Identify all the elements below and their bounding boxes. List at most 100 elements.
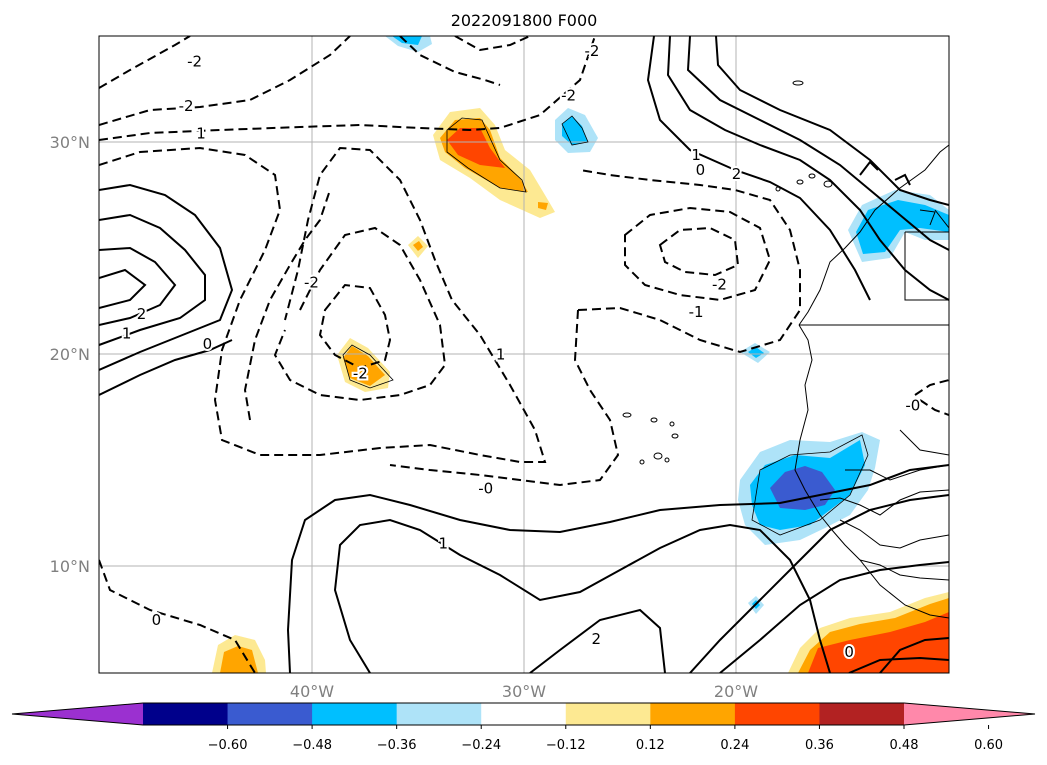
contour-line: [454, 36, 531, 52]
contour-line: [894, 173, 911, 186]
contour-label: -0: [478, 479, 493, 497]
shaded-field: [212, 36, 949, 673]
contour-label: 1: [496, 346, 506, 364]
island: [650, 417, 658, 423]
coastline-africa-north: [798, 144, 949, 326]
island: [796, 179, 804, 185]
contour-line: [389, 309, 620, 487]
colorbar-segment: [819, 703, 905, 725]
contour-line: [879, 637, 949, 673]
contour-label: -2: [304, 273, 319, 291]
contour-label: 0: [152, 611, 162, 629]
contour-label: -2: [187, 52, 202, 70]
colorbar-segment: [312, 703, 398, 725]
contour-line: [99, 183, 234, 371]
colorbar-outline: [11, 702, 1036, 726]
island: [671, 433, 679, 439]
contour-label: -2: [585, 42, 600, 60]
positive-anomaly-core: [447, 128, 505, 168]
contour-line: [99, 36, 596, 141]
island: [823, 180, 833, 188]
outline: [342, 344, 394, 389]
colorbar-tick-label: 0.36: [805, 738, 834, 753]
colorbar-tick-label: −0.36: [377, 738, 417, 753]
lat-tick-labels: 30°N 20°N 10°N: [50, 133, 90, 576]
colorbar-tick-label: −0.24: [461, 738, 501, 753]
contour-label: -0: [905, 396, 920, 414]
contour-line: [624, 206, 772, 302]
contour-line: [318, 283, 392, 370]
contour-line: [686, 36, 949, 251]
contour-line: [689, 494, 949, 673]
grid-lines: [99, 36, 949, 673]
contour-label: -2: [712, 275, 727, 293]
outline: [446, 117, 527, 193]
colorbar-tick-label: −0.60: [208, 738, 248, 753]
colorbar-tick-label: −0.48: [292, 738, 332, 753]
solid-contours: [99, 36, 949, 673]
negative-anomaly-mid: [748, 347, 764, 358]
lon-tick-labels: 40°W 30°W 20°W: [290, 682, 758, 701]
contour-line: [273, 226, 447, 402]
contour-line: [859, 160, 879, 176]
contour-line: [99, 36, 351, 126]
lat-tick-label: 10°N: [50, 557, 90, 576]
contour-line: [99, 146, 547, 463]
contour-label: 2: [591, 630, 601, 648]
lat-tick-label: 30°N: [50, 133, 90, 152]
contour-label: 2: [137, 305, 147, 323]
contour-line: [914, 379, 949, 396]
negative-anomaly-core: [770, 466, 835, 510]
colorbar-tick-label: −0.12: [546, 738, 586, 753]
contour-label: 2: [732, 165, 742, 183]
colorbar-tick-label: 0.12: [636, 738, 665, 753]
contour-label: 1: [196, 125, 206, 143]
contour-label: -1: [689, 303, 704, 321]
contour-label: 0: [696, 161, 706, 179]
contour-line: [658, 226, 740, 277]
contour-line: [286, 464, 949, 673]
outline: [751, 434, 869, 536]
colorbar-tick-label: 0.48: [890, 738, 919, 753]
contour-line: [333, 518, 831, 673]
contour-label: -2: [561, 86, 576, 104]
island: [669, 421, 675, 427]
contour-line: [529, 608, 666, 673]
island: [664, 457, 670, 463]
contour-label: 0: [203, 335, 213, 353]
lon-tick-label: 40°W: [290, 682, 334, 701]
colorbar-segment: [481, 703, 567, 725]
contour-label: 0: [844, 643, 854, 661]
contour-line: [99, 36, 191, 89]
contour-label: 1: [438, 534, 448, 552]
lon-tick-label: 30°W: [502, 682, 546, 701]
colorbar: −0.60 −0.48 −0.36 −0.24 −0.12 0.12 0.24 0.36 0.4…: [11, 702, 1036, 753]
contour-line: [919, 399, 949, 416]
border-line: [934, 209, 949, 229]
anomaly-outlines: [342, 115, 869, 536]
positive-anomaly-small: [413, 241, 423, 251]
colorbar-segment: [396, 703, 482, 725]
island: [653, 452, 663, 460]
border-line: [839, 519, 949, 549]
contour-line: [577, 169, 801, 354]
contour-line: [99, 559, 256, 673]
border-line: [904, 232, 949, 301]
border-line: [819, 489, 949, 516]
colorbar-segment: [227, 703, 313, 725]
contour-label: -2: [179, 97, 194, 115]
lon-tick-label: 20°W: [714, 682, 758, 701]
contour-line: [99, 268, 147, 309]
contour-line: [99, 246, 177, 326]
border-line: [859, 559, 949, 581]
outline: [561, 115, 589, 146]
chart-title: 2022091800 F000: [451, 11, 598, 30]
border-line: [899, 429, 949, 456]
island: [622, 412, 632, 418]
lat-tick-label: 20°N: [50, 345, 90, 364]
contour-label: -2: [353, 365, 368, 383]
colorbar-segment: [650, 703, 736, 725]
